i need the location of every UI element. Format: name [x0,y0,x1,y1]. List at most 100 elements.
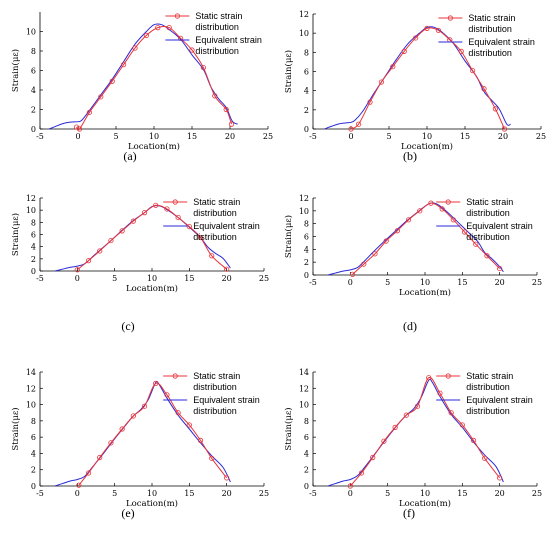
static-strain-point [348,126,354,132]
x-tick-label: 20 [222,274,232,283]
y-tick-label: 2 [31,255,36,264]
static-strain-point [153,380,159,386]
static-strain-point [492,106,498,112]
y-tick-label: 6 [304,68,309,77]
x-tick-label: 0 [348,489,353,498]
y-tick-label: 8 [304,48,309,57]
static-strain-point [197,234,204,241]
static-strain-point [392,424,398,430]
x-tick-label: 25 [532,278,542,287]
chart-panel: -5 0 5 10 15 20 25024681012Location(m)Strain(μ… [10,194,269,333]
legend-equivalent-label: Equivalent strain distribution [468,37,535,58]
y-axis-label: Strain(με) [283,215,294,258]
static-strain-point [481,86,487,92]
static-strain-line [76,25,232,131]
legend-static-marker [447,15,453,21]
x-axis-label: Location(m) [399,287,451,298]
panel-label: (d) [403,319,417,333]
y-tick-label: 8 [31,218,36,227]
y-tick-label: 6 [31,433,36,442]
x-tick-label: 10 [149,132,159,141]
static-strain-point [132,45,138,51]
y-axis-label: Strain(με) [10,407,21,450]
x-tick-label: 15 [184,274,194,283]
y-tick-label: 10 [26,401,36,410]
y-tick-label: 0 [304,125,309,134]
x-tick-label: 0 [75,489,80,498]
y-tick-label: 10 [26,206,36,215]
x-axis-label: Location(m) [126,283,178,294]
y-tick-label: 8 [304,417,309,426]
panel-label: (a) [123,149,136,163]
y-tick-label: 4 [304,245,309,254]
x-tick-label: 10 [422,132,432,141]
static-strain-point [224,475,230,481]
x-tick-label: 5 [113,132,118,141]
y-tick-label: 12 [299,384,309,393]
static-strain-point [405,217,412,223]
x-tick-label: -5 [36,489,44,498]
static-strain-point [119,228,125,234]
static-strain-point [209,253,215,259]
x-tick-label: 20 [495,489,505,498]
x-tick-label: 25 [263,132,273,141]
static-strain-point [166,24,172,31]
x-axis-label: Location(m) [126,498,178,509]
x-tick-label: 0 [348,278,353,287]
y-tick-label: 12 [26,194,36,203]
static-strain-point [141,210,148,216]
y-tick-label: 12 [299,10,309,19]
equivalent-strain-line [48,23,238,130]
static-strain-point [459,422,465,428]
panel-label: (e) [121,506,134,520]
static-strain-point [224,266,230,272]
x-axis-label: Location(m) [128,141,180,152]
legend-equivalent-label: Equivalent strain distribution [466,221,533,242]
static-strain-line [349,377,501,487]
static-strain-point [108,440,114,446]
chart-panel: -5 0 5 10 15 20 2502468101214Location(m)Strain… [10,368,269,520]
static-strain-point [98,94,104,100]
y-tick-label: 4 [304,87,309,96]
y-tick-label: 4 [304,449,309,458]
static-strain-point [482,455,488,461]
static-strain-point [197,437,204,443]
static-strain-point [367,99,373,105]
static-strain-point [497,475,503,481]
y-axis-label: Strain(με) [283,50,294,93]
static-strain-point [228,121,235,127]
static-strain-point [437,390,443,396]
y-tick-label: 0 [31,125,36,134]
static-strain-point [497,265,503,272]
static-strain-point [212,93,218,99]
y-tick-label: 6 [31,67,36,76]
y-tick-label: 10 [299,207,309,216]
static-strain-point [121,62,127,68]
static-strain-point [223,106,229,113]
x-tick-label: 10 [147,489,157,498]
static-strain-point [390,64,396,70]
y-tick-label: 12 [26,384,36,393]
static-strain-point [355,121,362,127]
static-strain-point [501,126,508,132]
x-tick-label: 15 [187,132,197,141]
static-strain-point [439,206,445,212]
y-tick-label: 2 [31,466,36,475]
x-axis-label: Location(m) [401,141,453,152]
static-strain-line [77,204,228,271]
x-tick-label: 10 [147,274,157,283]
y-tick-label: 0 [31,482,36,491]
legend-equivalent-label: Equivalent strain distribution [466,395,533,416]
static-strain-point [435,27,441,33]
x-tick-label: 5 [112,274,117,283]
x-tick-label: 25 [259,489,269,498]
chart-panel: -5 0 5 10 15 20 25024681012Location(m)Strain(μ… [283,10,546,163]
y-tick-label: 2 [304,466,309,475]
x-tick-label: 15 [184,489,194,498]
static-strain-point [86,109,93,116]
y-axis-label: Strain(με) [10,213,21,256]
x-tick-label: 25 [259,274,269,283]
x-tick-label: -5 [309,132,317,141]
static-strain-point [469,67,476,74]
